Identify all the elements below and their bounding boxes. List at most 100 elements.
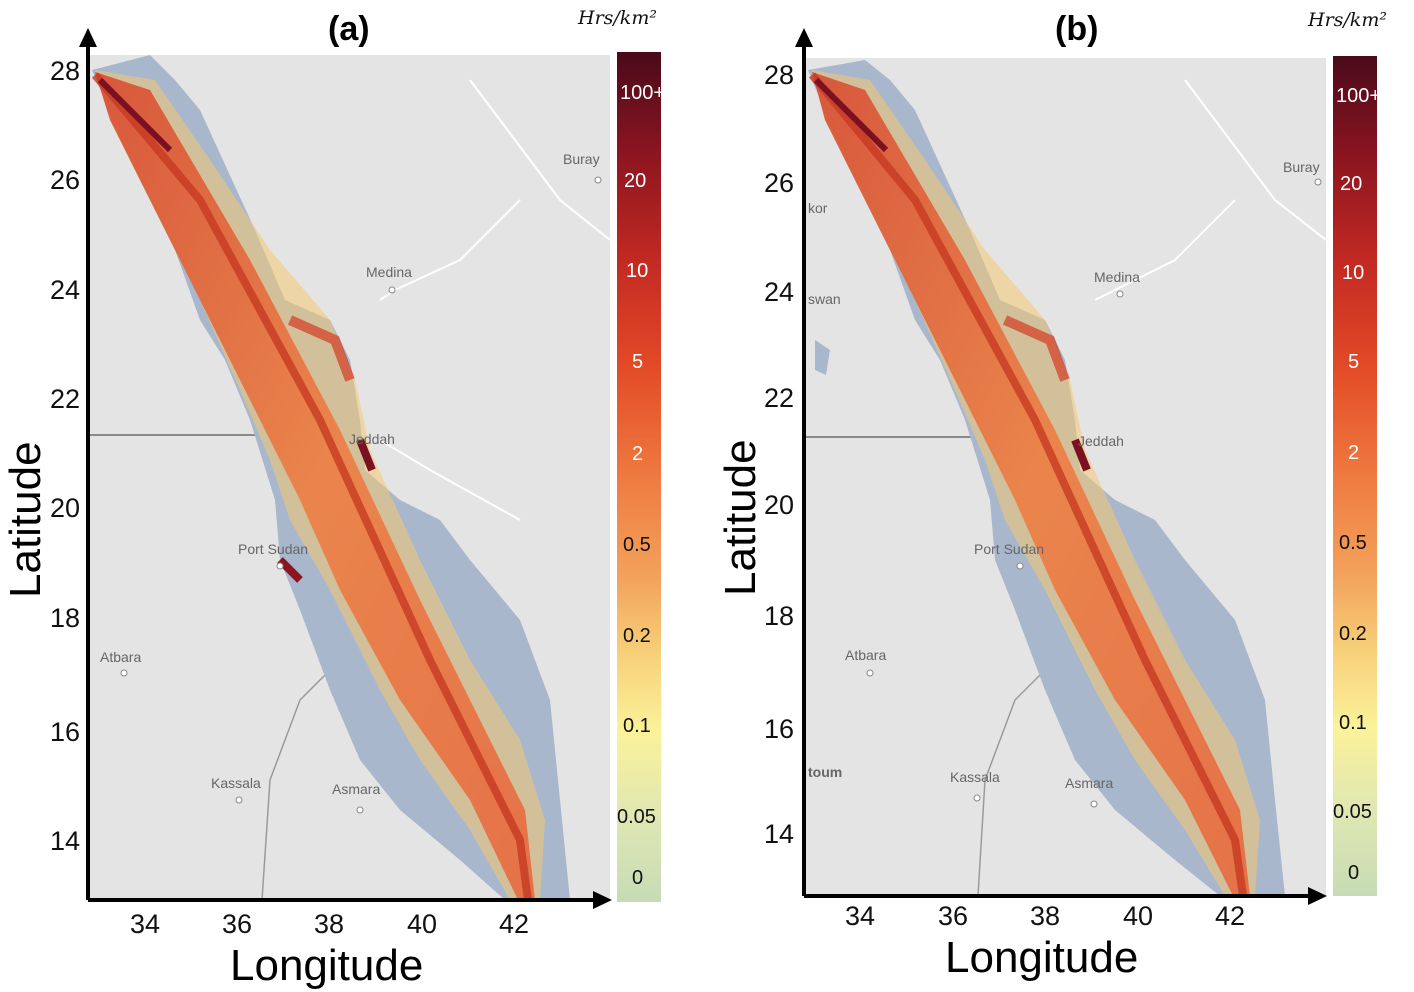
y-tick-label: 28 xyxy=(50,56,80,86)
y-tick-label: 14 xyxy=(50,826,80,856)
y-axis-arrow xyxy=(79,28,97,47)
colorbar-label: 0 xyxy=(632,867,643,889)
colorbar-label: 0.1 xyxy=(623,715,651,737)
road-line xyxy=(1094,199,1236,301)
shipping-density xyxy=(91,70,545,901)
panel-title: (a) xyxy=(328,10,370,48)
colorbar-unit: Hrs/km² xyxy=(1307,9,1387,31)
y-tick-label: 14 xyxy=(764,819,794,849)
road-line xyxy=(469,79,611,241)
x-axis-arrow xyxy=(1308,887,1327,905)
place-label: Asmara xyxy=(332,781,380,797)
colorbar-unit: Hrs/km² xyxy=(577,7,657,29)
place-label: Buray xyxy=(563,151,600,167)
x-axis-arrow xyxy=(593,891,612,909)
colorbar-label: 0.5 xyxy=(623,534,651,556)
place-dot xyxy=(1090,800,1098,808)
y-tick-label: 20 xyxy=(764,490,794,520)
place-label: Kassala xyxy=(211,775,261,791)
place-dot xyxy=(356,806,364,814)
y-tick-label: 24 xyxy=(50,275,80,305)
colorbar-label: 10 xyxy=(626,260,648,282)
road-line xyxy=(1184,79,1327,241)
y-tick-label: 18 xyxy=(764,601,794,631)
y-axis-label: Latitude xyxy=(716,439,765,596)
place-dot xyxy=(388,286,396,294)
place-label: Atbara xyxy=(100,649,141,665)
y-tick-label: 24 xyxy=(764,277,794,307)
place-label: toum xyxy=(808,764,842,780)
place-dot xyxy=(276,562,284,570)
y-tick-label: 26 xyxy=(764,168,794,198)
colorbar-label: 0.05 xyxy=(617,806,656,828)
colorbar-label: 0.5 xyxy=(1339,532,1367,554)
colorbar-label: 0.05 xyxy=(1333,801,1372,823)
colorbar-label: 0.1 xyxy=(1339,712,1367,734)
place-dot xyxy=(1116,290,1124,298)
lake-area xyxy=(815,340,830,375)
place-label: Medina xyxy=(366,264,412,280)
colorbar-label: 10 xyxy=(1342,262,1364,284)
y-tick-label: 16 xyxy=(764,714,794,744)
place-dot xyxy=(1314,178,1322,186)
place-label: Atbara xyxy=(845,647,886,663)
place-label: Asmara xyxy=(1065,775,1113,791)
x-axis-label: Longitude xyxy=(230,941,423,990)
y-tick-label: 18 xyxy=(50,603,80,633)
x-tick-label: 40 xyxy=(407,909,437,939)
colorbar-label: 0.2 xyxy=(623,625,651,647)
y-tick-label: 26 xyxy=(50,165,80,195)
colorbar-label: 20 xyxy=(1340,173,1362,195)
place-label: Buray xyxy=(1283,159,1320,175)
colorbar xyxy=(617,52,661,902)
colorbar-label: 20 xyxy=(624,170,646,192)
colorbar-label: 0.2 xyxy=(1339,623,1367,645)
place-label: Jeddah xyxy=(1078,433,1124,449)
colorbar-label: 5 xyxy=(632,351,643,373)
road-line xyxy=(379,439,521,521)
x-axis-label: Longitude xyxy=(945,933,1138,982)
colorbar-label: 2 xyxy=(632,443,643,465)
place-dot xyxy=(594,176,602,184)
colorbar-label: 5 xyxy=(1348,351,1359,373)
colorbar-label: 0 xyxy=(1348,862,1359,884)
x-tick-label: 34 xyxy=(845,901,875,931)
panel-title: (b) xyxy=(1055,10,1098,48)
place-label: Kassala xyxy=(950,769,1000,785)
place-dot xyxy=(1016,562,1024,570)
place-label: swan xyxy=(808,291,841,307)
x-tick-label: 34 xyxy=(130,909,160,939)
colorbar-label: 2 xyxy=(1348,442,1359,464)
x-tick-label: 38 xyxy=(314,909,344,939)
shipping-density xyxy=(808,70,1260,897)
x-tick-label: 42 xyxy=(499,909,529,939)
x-tick-label: 38 xyxy=(1030,901,1060,931)
y-tick-label: 28 xyxy=(764,60,794,90)
colorbar-label: 100+ xyxy=(1336,85,1381,107)
panel-b: Buray Medina Jeddah Port Sudan Atbara Ka… xyxy=(716,9,1387,982)
place-dot xyxy=(235,796,243,804)
road-line xyxy=(379,199,521,301)
x-tick-label: 40 xyxy=(1123,901,1153,931)
border-line xyxy=(977,659,1056,897)
place-label: Port Sudan xyxy=(974,541,1044,557)
y-tick-label: 22 xyxy=(764,383,794,413)
x-tick-label: 36 xyxy=(938,901,968,931)
place-dot xyxy=(866,669,874,677)
y-axis-label: Latitude xyxy=(1,441,50,598)
colorbar-label: 100+ xyxy=(620,82,665,104)
colorbar xyxy=(1333,56,1377,896)
y-axis-arrow xyxy=(795,28,813,47)
place-dot xyxy=(973,794,981,802)
panel-a: Buray Medina Jeddah Port Sudan Atbara Ka… xyxy=(1,7,665,990)
place-label: kor xyxy=(808,200,828,216)
place-label: Port Sudan xyxy=(238,541,308,557)
place-dot xyxy=(120,669,128,677)
y-tick-label: 22 xyxy=(50,384,80,414)
place-label: Jeddah xyxy=(349,431,395,447)
y-tick-label: 16 xyxy=(50,717,80,747)
border-line xyxy=(261,659,341,901)
y-tick-label: 20 xyxy=(50,493,80,523)
x-tick-label: 36 xyxy=(222,909,252,939)
x-tick-label: 42 xyxy=(1215,901,1245,931)
